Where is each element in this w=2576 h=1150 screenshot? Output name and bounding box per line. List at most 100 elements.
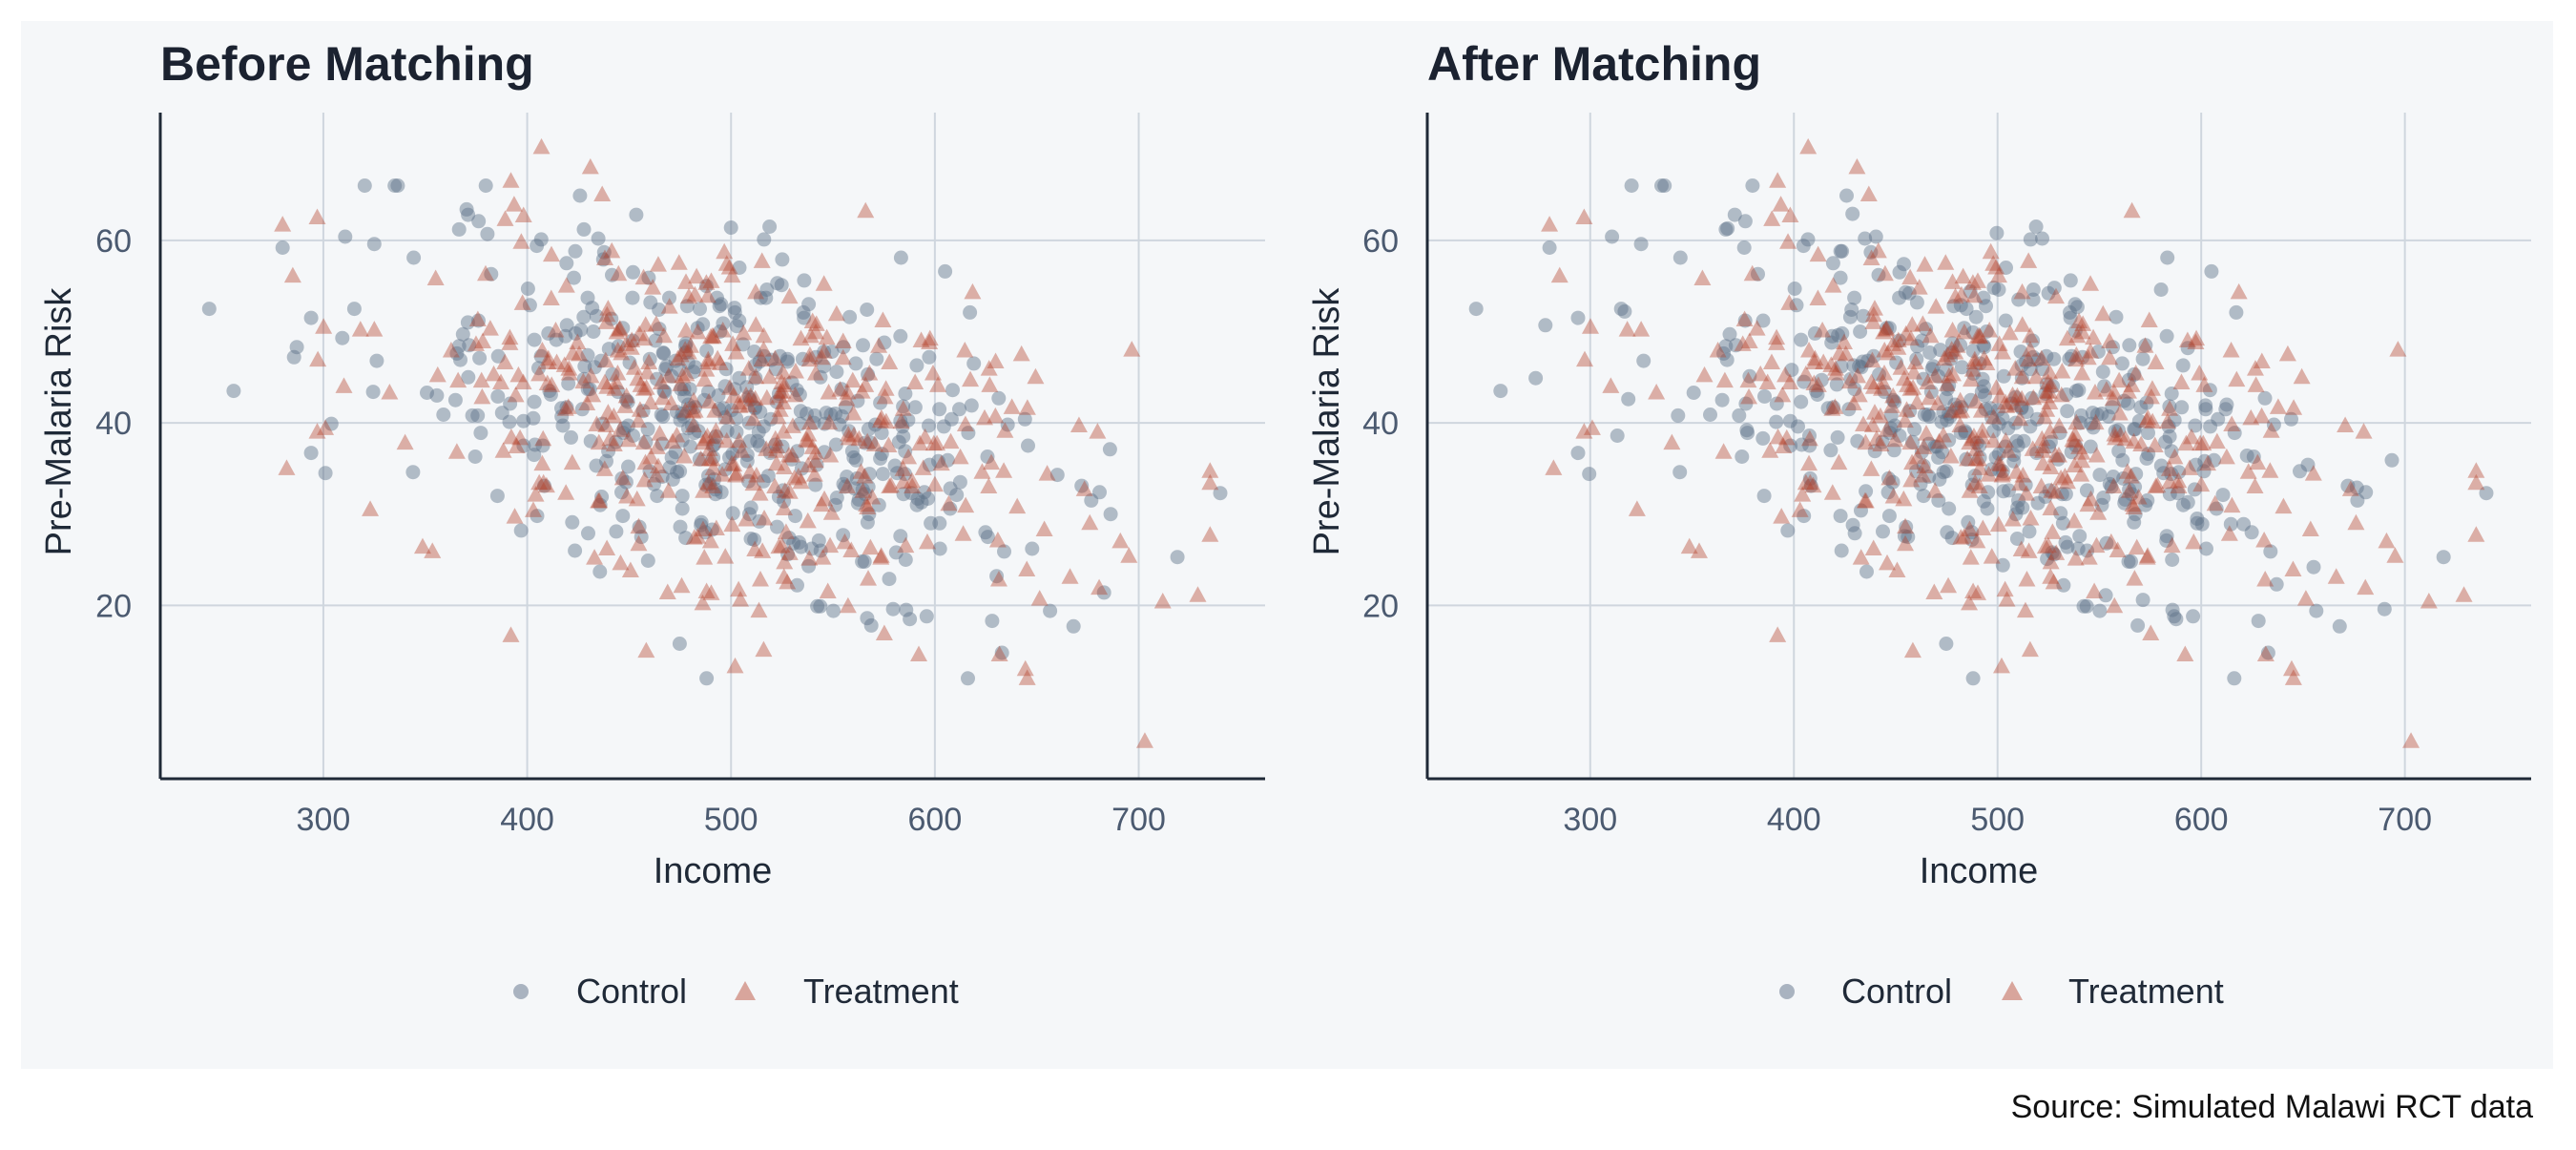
treatment-point <box>2111 426 2129 443</box>
treatment-point <box>827 304 845 322</box>
control-point <box>839 400 853 415</box>
control-point <box>828 407 843 421</box>
control-point <box>1942 407 1956 421</box>
control-point <box>559 318 574 333</box>
control-point <box>594 416 610 431</box>
treatment-point <box>685 391 703 408</box>
grid-layer <box>1427 113 2531 779</box>
treatment-point <box>642 448 660 465</box>
control-point <box>742 433 758 449</box>
treatment-point <box>539 353 557 369</box>
control-point <box>648 333 663 348</box>
treatment-point <box>2046 287 2065 304</box>
treatment-point <box>2034 437 2052 453</box>
treatment-point <box>1781 206 1799 223</box>
treatment-point <box>638 364 656 380</box>
control-point <box>963 304 978 320</box>
control-point <box>1809 384 1823 399</box>
treatment-point <box>2138 411 2156 429</box>
treatment-point <box>1876 342 1894 358</box>
treatment-point <box>644 279 662 295</box>
control-point <box>1998 313 2013 328</box>
control-point <box>891 434 906 450</box>
treatment-point <box>613 344 631 361</box>
treatment-point <box>539 349 557 366</box>
control-point <box>1995 557 2010 573</box>
treatment-point <box>315 318 333 334</box>
treatment-point <box>780 544 799 560</box>
treatment-point <box>751 571 769 587</box>
treatment-point <box>775 423 793 439</box>
control-point <box>748 370 763 386</box>
treatment-point <box>1779 233 1797 249</box>
treatment-point <box>1855 415 1873 432</box>
treatment-point <box>2107 429 2125 446</box>
control-point <box>1847 382 1862 397</box>
treatment-point <box>658 583 676 599</box>
control-point <box>790 577 804 593</box>
treatment-point <box>1963 274 1982 290</box>
control-point <box>467 450 483 464</box>
treatment-point <box>1967 440 1985 456</box>
control-point <box>672 363 687 378</box>
treatment-point <box>381 384 399 400</box>
control-point <box>844 444 860 459</box>
treatment-point <box>1943 273 1962 289</box>
treatment-point <box>717 548 735 564</box>
control-point <box>2153 458 2169 473</box>
treatment-point <box>910 645 928 661</box>
control-point <box>2164 444 2179 459</box>
control-point <box>2019 354 2034 369</box>
treatment-point <box>983 453 1001 470</box>
control-point <box>1996 368 2011 384</box>
control-point <box>1939 637 1954 651</box>
control-point <box>1942 378 1957 393</box>
treatment-point <box>617 335 635 351</box>
control-point <box>625 333 640 348</box>
control-point <box>1735 450 1750 464</box>
control-point <box>1800 232 1816 247</box>
control-point <box>792 534 807 550</box>
treatment-point <box>834 332 852 348</box>
control-point <box>875 467 890 482</box>
control-point <box>576 221 592 237</box>
control-point <box>526 410 541 426</box>
treatment-point <box>1628 500 1646 516</box>
treatment-point <box>1869 241 1887 259</box>
treatment-point <box>840 426 858 442</box>
treatment-point <box>2053 363 2071 379</box>
y-axis-label: Pre-Malaria Risk <box>1307 287 1347 556</box>
treatment-point <box>876 387 894 405</box>
control-point <box>2046 351 2062 366</box>
control-point <box>561 376 576 391</box>
treatment-point <box>647 315 665 331</box>
treatment-point <box>1135 732 1153 748</box>
treatment-point <box>1951 416 1969 432</box>
treatment-point <box>756 509 774 526</box>
treatment-point <box>707 519 725 536</box>
treatment-point <box>1973 422 1991 438</box>
control-point <box>1935 445 1950 460</box>
control-point <box>2171 486 2186 501</box>
control-point <box>1892 333 1907 348</box>
treatment-point <box>1914 315 1932 331</box>
control-point <box>2069 300 2085 315</box>
treatment-point <box>2044 523 2062 539</box>
treatment-point <box>733 442 751 458</box>
treatment-point <box>688 267 706 284</box>
control-point <box>855 554 870 569</box>
control-point <box>1954 400 1969 415</box>
control-point <box>712 402 727 417</box>
control-point <box>346 302 362 317</box>
treatment-point <box>606 380 624 396</box>
treatment-point <box>595 373 613 390</box>
treatment-point <box>2182 428 2200 445</box>
control-point <box>849 470 864 486</box>
control-point <box>594 490 610 504</box>
treatment-point <box>766 349 784 366</box>
control-point <box>931 453 945 469</box>
treatment-point <box>2125 432 2143 450</box>
control-point <box>688 360 703 375</box>
control-point <box>943 481 958 496</box>
treatment-point <box>601 429 619 447</box>
